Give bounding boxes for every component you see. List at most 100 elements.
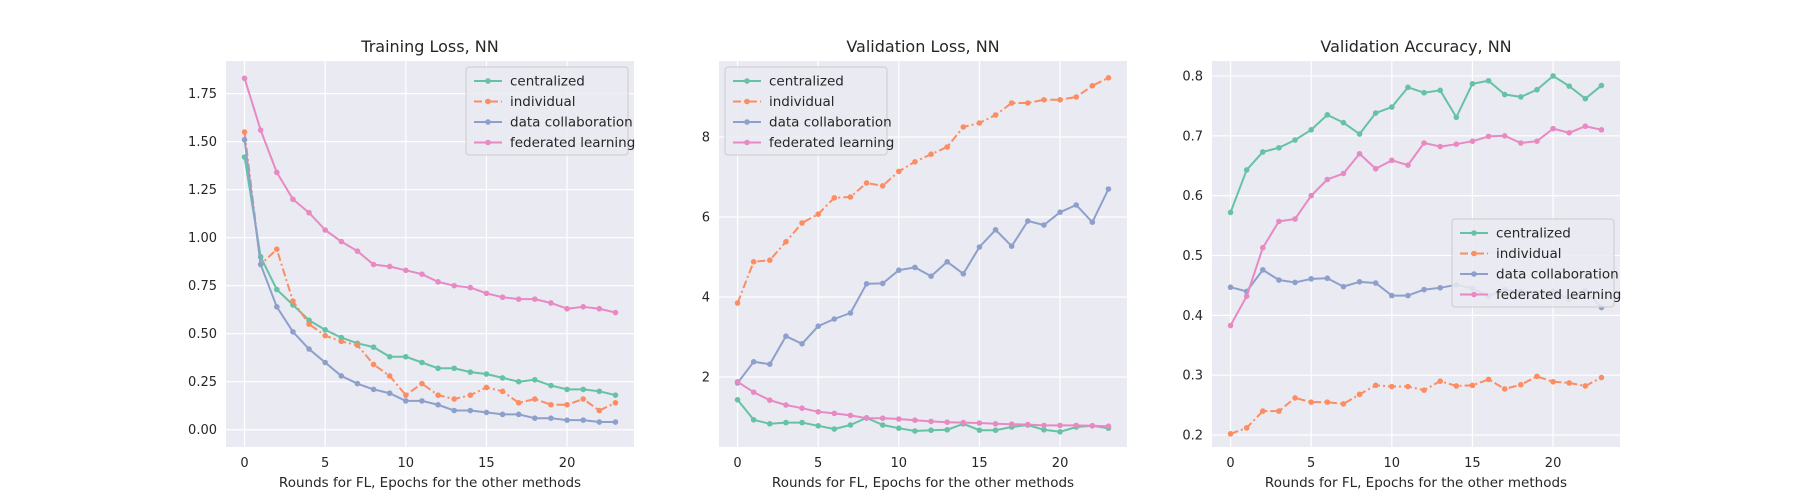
data-point-federated-learning <box>783 402 789 408</box>
data-point-data-collaboration <box>1105 186 1112 192</box>
data-point-centralized <box>403 353 409 360</box>
data-point-federated-learning <box>750 389 757 396</box>
data-point-data-collaboration <box>1041 222 1047 228</box>
y-tick-label: 1.50 <box>188 135 217 150</box>
data-point-individual <box>912 159 918 165</box>
data-point-individual <box>419 380 425 387</box>
data-point-centralized <box>1518 94 1524 100</box>
data-point-federated-learning <box>1243 293 1250 299</box>
data-point-data-collaboration <box>354 380 361 387</box>
data-point-federated-learning <box>863 415 870 422</box>
legend-label-data-collaboration: data collaboration <box>1496 267 1619 283</box>
data-point-data-collaboration <box>750 359 757 365</box>
data-point-individual <box>863 180 870 186</box>
data-point-federated-learning <box>1405 162 1411 168</box>
data-point-federated-learning <box>1437 143 1443 150</box>
data-point-data-collaboration <box>863 281 870 287</box>
chart-panel-3: 0 5 10 15 20 0.2 0.3 0.4 0.5 0.6 0.7 0.8 Validation … <box>1182 37 1621 491</box>
data-point-data-collaboration <box>879 280 886 287</box>
data-point-data-collaboration <box>1405 292 1411 299</box>
legend-marker-centralized <box>485 78 491 84</box>
y-tick-label: 0.2 <box>1182 429 1203 444</box>
data-point-centralized <box>532 376 538 383</box>
data-point-centralized <box>1534 86 1540 93</box>
series-line-federated-learning <box>243 77 616 314</box>
data-point-centralized <box>1372 110 1379 116</box>
data-point-centralized <box>338 334 345 341</box>
data-point-centralized <box>1598 82 1605 89</box>
data-point-centralized <box>499 375 506 381</box>
data-point-centralized <box>815 423 821 429</box>
data-point-individual <box>1340 401 1347 407</box>
data-point-individual <box>306 321 312 327</box>
legend-label-data-collaboration: data collaboration <box>769 115 892 131</box>
data-point-centralized <box>783 419 789 426</box>
data-point-federated-learning <box>1421 140 1427 146</box>
x-tick-label: 0 <box>1226 456 1234 471</box>
data-point-centralized <box>467 369 474 375</box>
y-tick-label: 0.00 <box>188 423 217 438</box>
data-point-individual <box>1372 382 1379 389</box>
legend-marker-centralized <box>1471 230 1477 236</box>
series-line-data-collaboration <box>736 188 1110 384</box>
x-axis-label: Rounds for FL, Epochs for the other meth… <box>1265 475 1567 491</box>
data-point-individual <box>596 407 603 414</box>
data-point-federated-learning <box>928 418 934 425</box>
data-point-federated-learning <box>483 290 490 297</box>
data-point-individual <box>1292 395 1298 401</box>
data-point-individual <box>1485 376 1492 383</box>
data-point-centralized <box>515 378 522 385</box>
y-tick-label: 0.6 <box>1182 189 1203 204</box>
data-point-individual <box>1259 408 1266 414</box>
data-point-federated-learning <box>1057 422 1063 429</box>
data-point-data-collaboration <box>912 264 918 271</box>
data-point-data-collaboration <box>928 273 934 280</box>
x-tick-label: 10 <box>891 456 908 471</box>
data-point-federated-learning <box>960 419 967 426</box>
data-point-data-collaboration <box>944 259 950 265</box>
x-tick-label: 15 <box>1464 456 1481 471</box>
chart-title: Training Loss, NN <box>360 37 498 56</box>
data-point-centralized <box>483 371 490 377</box>
data-point-individual <box>1089 83 1096 89</box>
y-tick-label: 0.5 <box>1182 249 1203 264</box>
legend: centralized individual data collaboration f… <box>724 66 894 156</box>
data-point-centralized <box>1582 95 1589 102</box>
data-point-individual <box>815 211 821 217</box>
x-tick-label: 0 <box>240 456 248 471</box>
y-tick-label: 0.4 <box>1182 309 1203 324</box>
data-point-individual <box>1041 97 1047 103</box>
data-point-federated-learning <box>879 415 886 422</box>
data-point-individual <box>734 300 741 306</box>
data-point-data-collaboration <box>1372 280 1379 286</box>
data-point-federated-learning <box>306 209 312 216</box>
data-point-federated-learning <box>847 412 854 419</box>
data-point-federated-learning <box>976 420 983 426</box>
data-point-individual <box>944 144 950 150</box>
data-point-federated-learning <box>1105 423 1112 430</box>
data-point-federated-learning <box>1372 165 1379 172</box>
data-point-individual <box>451 396 457 402</box>
data-point-data-collaboration <box>1057 209 1063 215</box>
y-tick-label: 0.25 <box>188 375 217 390</box>
data-point-individual <box>1308 399 1314 405</box>
data-point-individual <box>1501 386 1508 392</box>
legend-marker-data-collaboration <box>1471 271 1477 277</box>
data-point-data-collaboration <box>370 386 377 393</box>
x-tick-label: 20 <box>1545 456 1562 471</box>
legend-box <box>1451 218 1615 308</box>
data-point-centralized <box>1057 429 1063 435</box>
legend-label-centralized: centralized <box>769 74 844 90</box>
data-point-federated-learning <box>912 417 918 424</box>
data-point-data-collaboration <box>290 328 296 335</box>
data-point-individual <box>1105 75 1112 81</box>
data-point-individual <box>1243 425 1250 431</box>
data-point-centralized <box>1308 127 1314 133</box>
data-point-federated-learning <box>499 294 506 301</box>
data-point-data-collaboration <box>1356 279 1363 285</box>
data-point-individual <box>766 257 773 264</box>
data-point-federated-learning <box>799 405 805 412</box>
data-point-individual <box>1025 100 1031 106</box>
data-point-federated-learning <box>1566 130 1573 136</box>
legend-marker-federated-learning <box>485 139 491 146</box>
